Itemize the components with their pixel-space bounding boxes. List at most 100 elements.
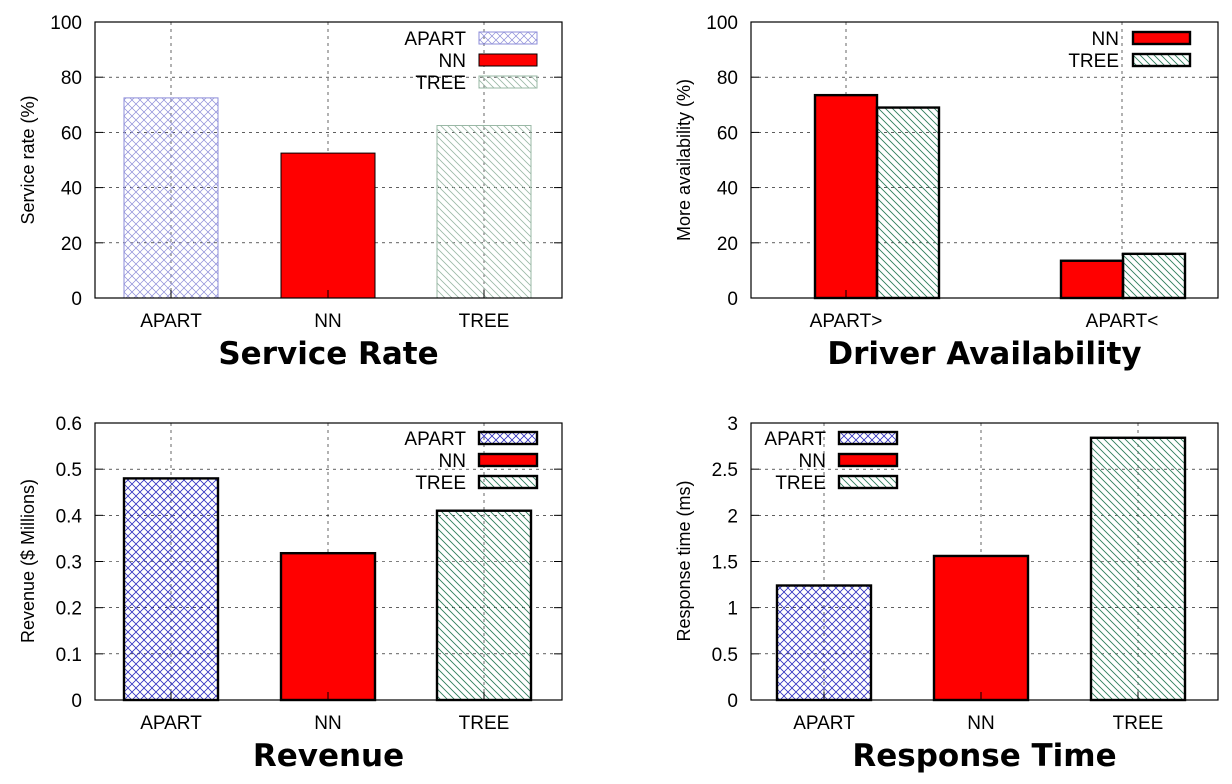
y-axis-label: Service rate (%): [18, 95, 38, 224]
x-tick-label: TREE: [459, 713, 510, 734]
x-ticks: APART NN TREE: [793, 692, 1163, 734]
legend-swatch-nn: [1131, 30, 1192, 46]
legend-label: TREE: [1068, 51, 1119, 72]
y-tick-label: 1.5: [712, 553, 738, 574]
x-tick-label: TREE: [1113, 713, 1164, 734]
y-ticks: 0 0.1 0.2 0.3 0.4 0.5 0.6: [56, 414, 562, 712]
y-tick-label: 2.5: [712, 460, 738, 481]
x-tick-label: APART: [140, 713, 202, 734]
bar-tree: [1089, 436, 1187, 702]
legend-label: TREE: [415, 473, 466, 494]
legend-swatch-tree: [1131, 52, 1192, 68]
x-ticks: APART NN TREE: [140, 290, 509, 332]
y-tick-label: 0: [71, 691, 82, 712]
legend-label: NN: [439, 451, 466, 472]
bar-nn: [280, 152, 376, 299]
y-tick-label: 1: [727, 599, 738, 620]
x-tick-label: APART: [793, 713, 855, 734]
y-tick-label: 100: [50, 13, 82, 34]
legend-swatch-nn: [477, 452, 539, 468]
bar-apart: [122, 477, 220, 702]
chart-title: Driver Availability: [827, 336, 1141, 372]
legend-swatch-tree: [478, 75, 538, 89]
y-tick-label: 0.2: [56, 599, 82, 620]
y-tick-label: 80: [717, 68, 738, 89]
bar-nn-1: [1059, 259, 1125, 300]
y-tick-label: 0: [71, 289, 82, 310]
y-tick-label: 0.3: [56, 553, 82, 574]
bar-tree: [436, 125, 532, 299]
x-tick-label: NN: [314, 311, 341, 332]
chart-revenue: 00.10.20.30.40.50.6 APART NN TREE APARTNNT…: [18, 414, 563, 774]
bars: [775, 436, 1187, 702]
y-tick-label: 40: [717, 179, 738, 200]
bar-tree-0: [875, 106, 941, 300]
bars: [123, 97, 532, 299]
bar-apart: [775, 584, 873, 702]
bar-nn: [932, 554, 1030, 702]
bar-nn-0: [813, 93, 879, 300]
x-tick-label: APART: [140, 311, 202, 332]
y-tick-label: 3: [727, 414, 738, 435]
legend-label: TREE: [415, 73, 466, 94]
x-ticks: APART NN TREE: [140, 692, 509, 734]
x-tick-label: APART<: [1086, 311, 1159, 332]
x-tick-label: APART>: [810, 311, 883, 332]
y-ticks: 0 20 40 60 80 100: [706, 13, 1218, 310]
y-tick-label: 80: [61, 68, 82, 89]
legend-label: NN: [799, 451, 826, 472]
legend-label: APART: [404, 429, 466, 450]
x-tick-label: TREE: [459, 311, 510, 332]
y-tick-label: 20: [61, 234, 82, 255]
legend-label: NN: [1092, 29, 1119, 50]
y-tick-label: 100: [706, 13, 738, 34]
y-axis-label: Response time (ms): [674, 480, 694, 641]
y-tick-label: 0.5: [712, 645, 738, 666]
y-ticks: 0 20 40 60 80 100: [50, 13, 562, 310]
chart-title: Revenue: [253, 738, 404, 774]
legend-label: APART: [404, 29, 466, 50]
x-tick-label: NN: [967, 713, 994, 734]
y-tick-label: 60: [61, 123, 82, 144]
bar-nn: [279, 551, 377, 702]
y-tick-label: 20: [717, 234, 738, 255]
legend-swatch-tree: [837, 474, 899, 490]
y-ticks: 0 0.5 1 1.5 2 2.5 3: [712, 414, 1218, 712]
bar-tree-1: [1121, 252, 1187, 300]
y-tick-label: 0.5: [56, 460, 82, 481]
y-tick-label: 60: [717, 123, 738, 144]
chart-title: Response Time: [852, 738, 1116, 774]
chart-title: Service Rate: [218, 336, 438, 372]
x-ticks: APART> APART<: [810, 290, 1159, 332]
legend-swatch-nn: [837, 452, 899, 468]
legend-swatch-nn: [478, 53, 538, 67]
plot-frame: [750, 21, 1219, 299]
legend-swatch-apart: [837, 430, 899, 446]
y-tick-label: 0: [727, 691, 738, 712]
legend-swatch-apart: [478, 31, 538, 45]
x-tick-label: NN: [314, 713, 341, 734]
legend-label: NN: [439, 51, 466, 72]
bars: [122, 477, 533, 702]
bar-tree: [435, 509, 533, 702]
y-tick-label: 0.6: [56, 414, 82, 435]
bar-apart: [123, 97, 219, 299]
y-tick-label: 40: [61, 179, 82, 200]
bars: [813, 93, 1187, 300]
y-axis-label: More availability (%): [674, 79, 694, 241]
y-tick-label: 0.4: [56, 506, 83, 527]
y-tick-label: 0: [727, 289, 738, 310]
legend-label: TREE: [775, 473, 826, 494]
legend-swatch-tree: [477, 474, 539, 490]
y-tick-label: 2: [727, 506, 738, 527]
y-tick-label: 0.1: [56, 645, 82, 666]
y-axis-label: Revenue ($ Millions): [18, 479, 38, 643]
